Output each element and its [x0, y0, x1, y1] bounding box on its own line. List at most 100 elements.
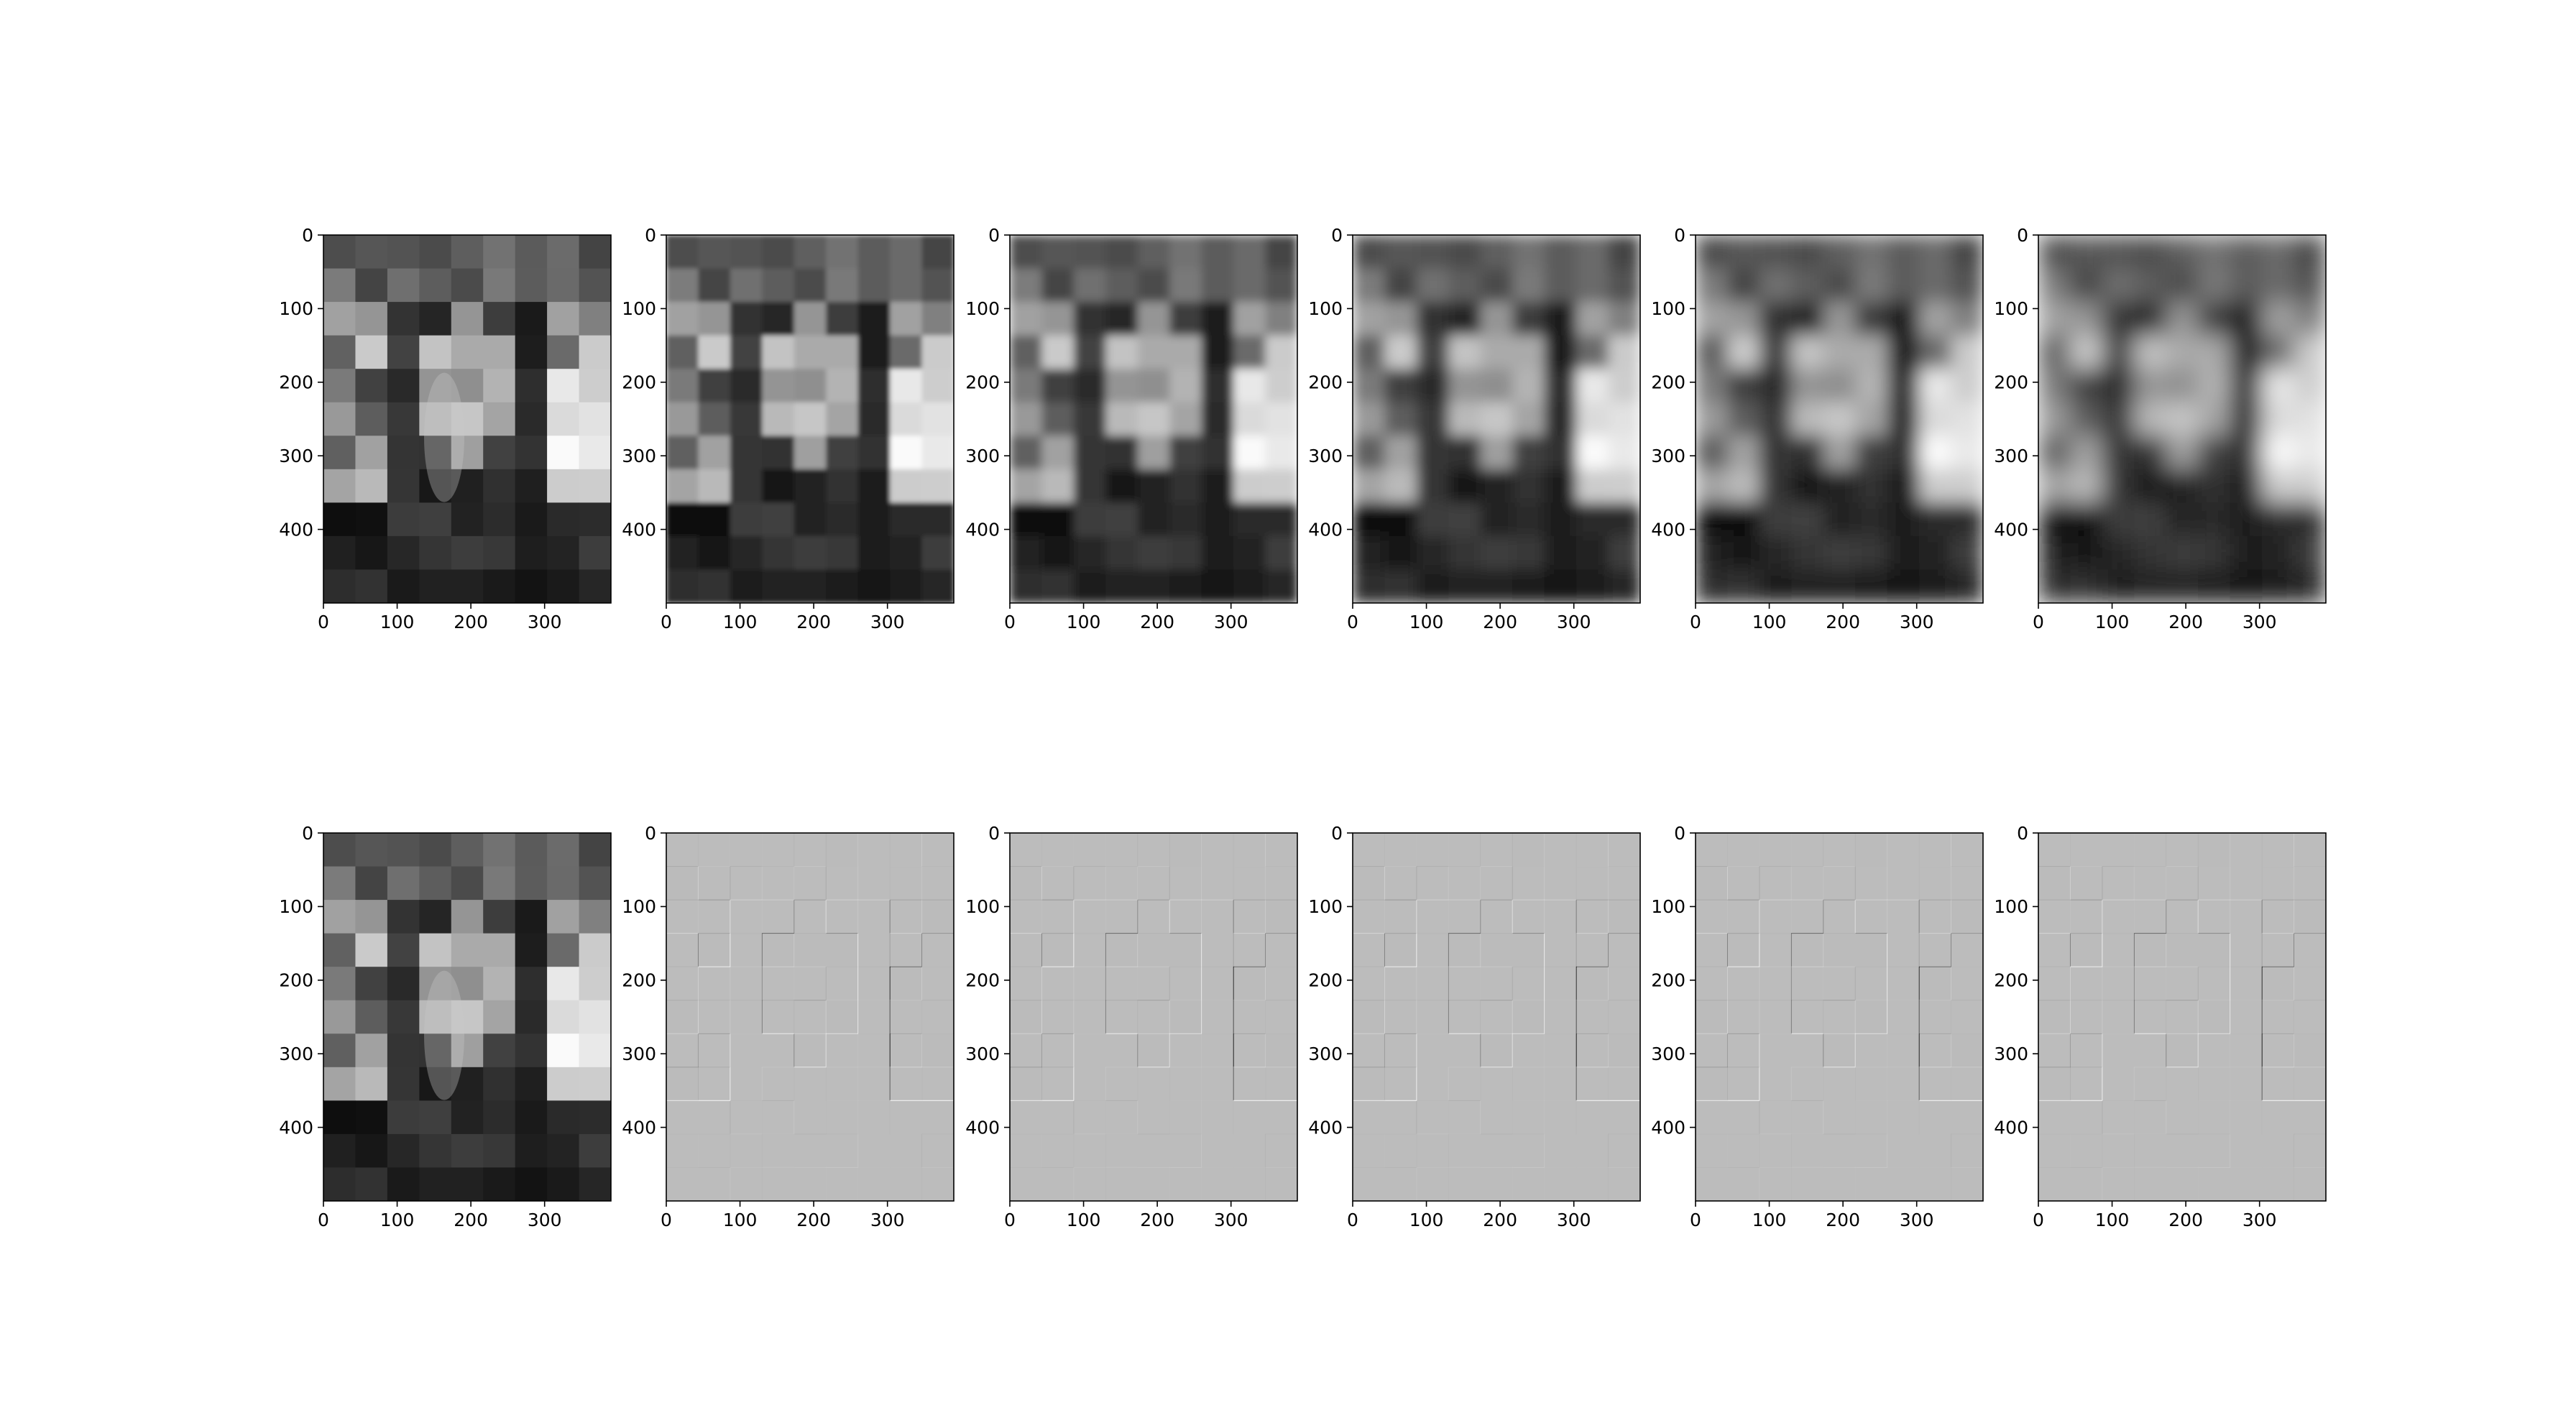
- image-heatmap: [1353, 235, 1640, 603]
- y-tick-label: 100: [1994, 896, 2028, 917]
- y-tick-label: 400: [279, 1117, 313, 1138]
- x-tick-label: 300: [2242, 1210, 2277, 1230]
- y-tick-label: 200: [1994, 970, 2028, 991]
- x-tick-label: 300: [1214, 1210, 1248, 1230]
- y-tick-label: 100: [279, 896, 313, 917]
- x-tick-label: 100: [1752, 1210, 1787, 1230]
- x-tick-label: 300: [528, 612, 562, 632]
- y-tick-label: 300: [622, 1044, 656, 1064]
- y-tick-label: 0: [1331, 823, 1343, 844]
- y-tick-label: 200: [279, 372, 313, 393]
- subplot-r1-c4: 0 100 200 300 0 100 200 300 400: [1651, 823, 1984, 1230]
- y-tick-label: 300: [1308, 1044, 1343, 1064]
- y-tick-label: 400: [1308, 519, 1343, 540]
- x-tick-label: 200: [796, 612, 831, 632]
- x-tick-label: 100: [2095, 612, 2130, 632]
- y-tick-label: 100: [1651, 298, 1685, 319]
- axes-frame: [1695, 832, 1984, 1202]
- axes-frame: [2038, 234, 2327, 604]
- x-tick-label: 100: [1067, 612, 1101, 632]
- image-heatmap: [1353, 833, 1640, 1201]
- y-tick-label: 0: [645, 225, 656, 246]
- x-tick-label: 200: [796, 1210, 831, 1230]
- y-tick-label: 100: [1308, 896, 1343, 917]
- y-tick-label: 100: [1994, 298, 2028, 319]
- y-tick-label: 400: [279, 519, 313, 540]
- x-tick-label: 100: [2095, 1210, 2130, 1230]
- y-tick-label: 400: [622, 1117, 656, 1138]
- y-tick-label: 100: [622, 298, 656, 319]
- y-tick-label: 100: [965, 298, 1000, 319]
- y-tick-label: 100: [279, 298, 313, 319]
- axes-frame: [323, 832, 612, 1202]
- y-tick-label: 0: [2017, 823, 2028, 844]
- y-tick-label: 200: [1308, 372, 1343, 393]
- x-tick-label: 200: [2168, 612, 2203, 632]
- x-tick-label: 100: [1067, 1210, 1101, 1230]
- image-heatmap: [2038, 235, 2326, 603]
- y-tick-label: 400: [1651, 519, 1685, 540]
- subplot-r0-c1: 0 100 200 300 0 100 200 300 400: [622, 225, 954, 632]
- axes-frame: [666, 832, 954, 1202]
- x-tick-label: 0: [2033, 612, 2044, 632]
- axes-frame: [323, 234, 612, 604]
- axes-frame: [1695, 234, 1984, 604]
- y-tick-label: 0: [302, 823, 313, 844]
- x-tick-label: 100: [380, 612, 415, 632]
- x-tick-label: 100: [1752, 612, 1787, 632]
- y-tick-label: 300: [279, 446, 313, 466]
- x-tick-label: 300: [1900, 1210, 1934, 1230]
- axes-frame: [666, 234, 954, 604]
- subplot-r1-c0: 0 100 200 300 0 100 200 300 400: [279, 823, 612, 1230]
- y-tick-label: 100: [965, 896, 1000, 917]
- y-tick-label: 300: [1994, 1044, 2028, 1064]
- axes-frame: [2038, 832, 2327, 1202]
- y-tick-label: 200: [1651, 970, 1685, 991]
- y-tick-label: 0: [1331, 225, 1343, 246]
- x-tick-label: 100: [380, 1210, 415, 1230]
- y-tick-label: 200: [622, 970, 656, 991]
- x-tick-label: 300: [870, 612, 905, 632]
- x-tick-label: 200: [1140, 1210, 1174, 1230]
- x-tick-label: 0: [1004, 612, 1016, 632]
- x-tick-label: 300: [1900, 612, 1934, 632]
- x-tick-label: 100: [723, 612, 758, 632]
- x-tick-label: 200: [454, 1210, 488, 1230]
- x-tick-label: 0: [1690, 1210, 1701, 1230]
- subplot-r1-c2: 0 100 200 300 0 100 200 300 400: [965, 823, 1298, 1230]
- x-tick-label: 300: [2242, 612, 2277, 632]
- axes-frame: [1352, 234, 1641, 604]
- x-tick-label: 200: [1140, 612, 1174, 632]
- y-tick-label: 200: [1308, 970, 1343, 991]
- x-tick-label: 200: [1826, 1210, 1860, 1230]
- x-tick-label: 300: [528, 1210, 562, 1230]
- image-heatmap: [1696, 235, 1983, 603]
- y-tick-label: 0: [988, 823, 1000, 844]
- subplot-r0-c4: 0 100 200 300 0 100 200 300 400: [1651, 225, 1984, 632]
- x-tick-label: 200: [1826, 612, 1860, 632]
- y-tick-label: 0: [302, 225, 313, 246]
- subplot-r0-c3: 0 100 200 300 0 100 200 300 400: [1308, 225, 1641, 632]
- x-tick-label: 200: [1483, 1210, 1517, 1230]
- image-heatmap: [323, 235, 611, 603]
- x-tick-label: 0: [1004, 1210, 1016, 1230]
- axes-frame: [1352, 832, 1641, 1202]
- y-tick-label: 300: [1651, 446, 1685, 466]
- y-tick-label: 300: [1994, 446, 2028, 466]
- subplot-r0-c0: 0 100 200 300 0 100 200 300 400: [279, 225, 612, 632]
- x-tick-label: 0: [1347, 612, 1358, 632]
- y-tick-label: 400: [1308, 1117, 1343, 1138]
- y-tick-label: 0: [1674, 225, 1685, 246]
- x-tick-label: 200: [454, 612, 488, 632]
- y-tick-label: 0: [2017, 225, 2028, 246]
- y-tick-label: 300: [1308, 446, 1343, 466]
- y-tick-label: 100: [622, 896, 656, 917]
- axes-frame: [1009, 832, 1298, 1202]
- y-tick-label: 200: [279, 970, 313, 991]
- axes-frame: [1009, 234, 1298, 604]
- y-tick-label: 0: [988, 225, 1000, 246]
- x-tick-label: 0: [1690, 612, 1701, 632]
- x-tick-label: 300: [870, 1210, 905, 1230]
- x-tick-label: 100: [723, 1210, 758, 1230]
- y-tick-label: 200: [1994, 372, 2028, 393]
